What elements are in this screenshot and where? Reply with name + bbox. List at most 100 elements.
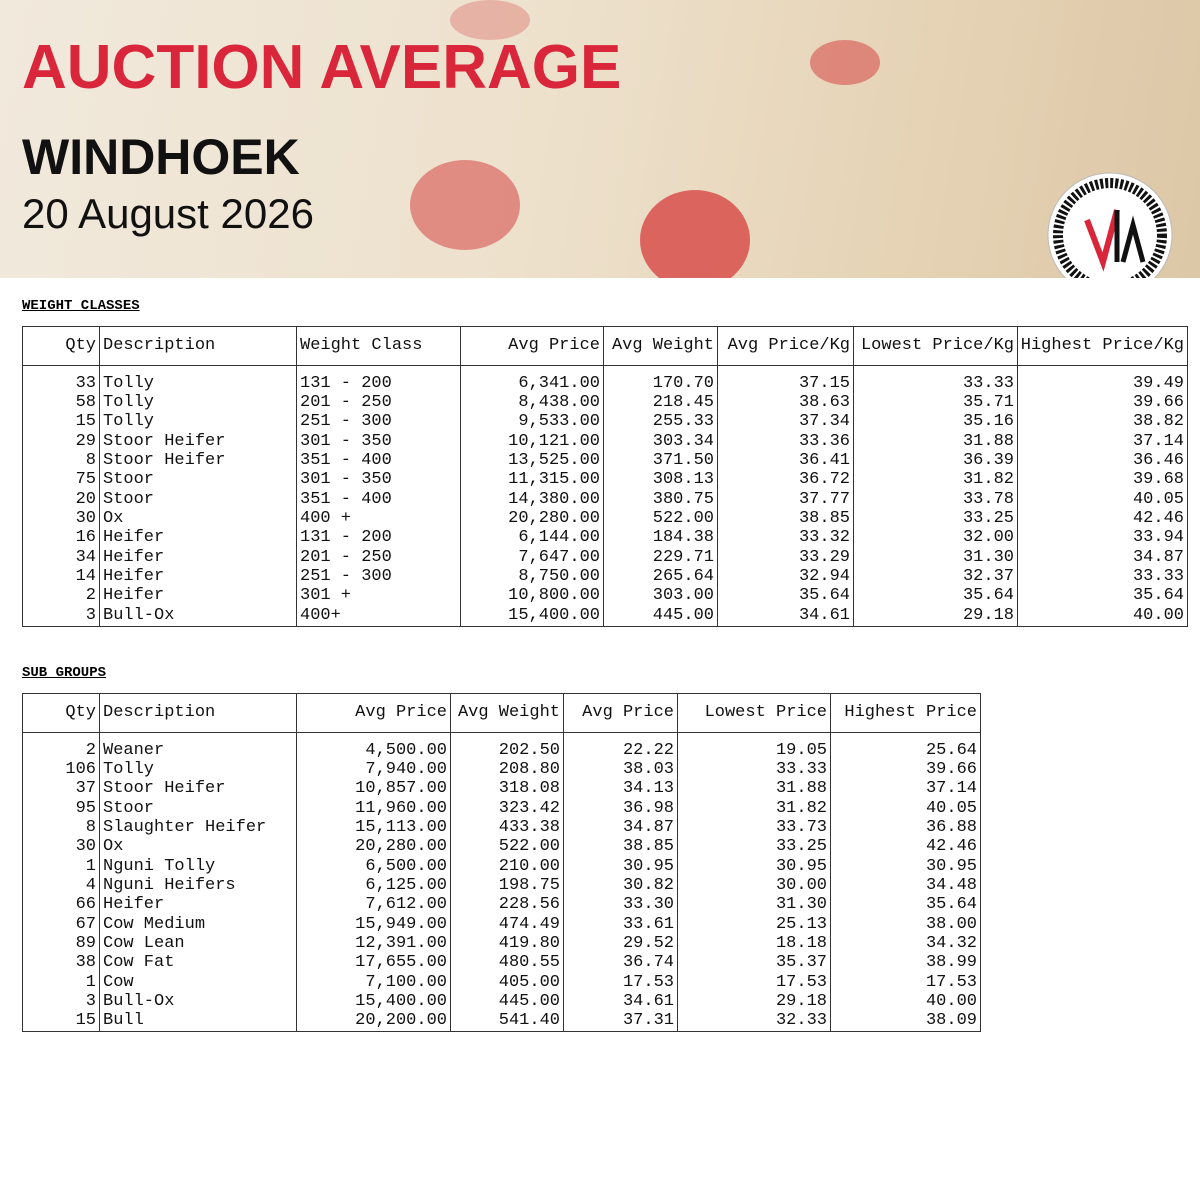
table-cell: 33.25 bbox=[775, 837, 827, 857]
table-cell: 2 bbox=[85, 586, 96, 606]
table-cell: 15,400.00 bbox=[355, 992, 447, 1012]
table-cell: 131 - 200 bbox=[300, 373, 392, 393]
table-cell: Weaner bbox=[103, 740, 165, 760]
table-cell: 20,200.00 bbox=[355, 1011, 447, 1031]
table-cell: 37.14 bbox=[925, 779, 977, 799]
table-cell: Stoor bbox=[103, 489, 155, 509]
table-cell: 6,144.00 bbox=[518, 528, 600, 548]
column-rule bbox=[603, 326, 604, 627]
table-cell: 36.98 bbox=[622, 798, 674, 818]
table-cell: 37.77 bbox=[798, 489, 850, 509]
table-cell: 33.94 bbox=[1132, 528, 1184, 548]
table-cell: 67 bbox=[75, 914, 96, 934]
table-cell: 35.37 bbox=[775, 953, 827, 973]
table-cell: Heifer bbox=[103, 586, 165, 606]
column-rule bbox=[677, 693, 678, 1032]
table-cell: 17.53 bbox=[622, 972, 674, 992]
column-rule bbox=[563, 693, 564, 1032]
table-cell: 38.85 bbox=[622, 837, 674, 857]
table-cell: 3 bbox=[85, 992, 96, 1012]
table-cell: 39.49 bbox=[1132, 373, 1184, 393]
table-cell: Heifer bbox=[103, 547, 165, 567]
table-cell: 95 bbox=[75, 798, 96, 818]
table-cell: 229.71 bbox=[652, 547, 714, 567]
column-header: Weight Class bbox=[300, 336, 423, 355]
table-cell: 38.09 bbox=[925, 1011, 977, 1031]
table-cell: 7,612.00 bbox=[365, 895, 447, 915]
table-cell: 1 bbox=[85, 972, 96, 992]
table-cell: 9,533.00 bbox=[518, 412, 600, 432]
table-cell: 4,500.00 bbox=[365, 740, 447, 760]
table-cell: 36.39 bbox=[962, 450, 1014, 470]
table-cell: 25.64 bbox=[925, 740, 977, 760]
table-cell: 474.49 bbox=[498, 914, 560, 934]
column-header: Qty bbox=[65, 336, 96, 355]
table-cell: 15,113.00 bbox=[355, 817, 447, 837]
table-cell: 20 bbox=[75, 489, 96, 509]
table-cell: 301 + bbox=[300, 586, 352, 606]
banner: AUCTION AVERAGE WINDHOEK 20 August 2026 bbox=[0, 0, 1200, 278]
table-cell: 37.15 bbox=[798, 373, 850, 393]
table-cell: 35.64 bbox=[925, 895, 977, 915]
table-cell: 10,800.00 bbox=[508, 586, 600, 606]
table-cell: 30 bbox=[75, 837, 96, 857]
table-cell: 32.37 bbox=[962, 567, 1014, 586]
table-cell: 3 bbox=[85, 605, 96, 625]
table-cell: 25.13 bbox=[775, 914, 827, 934]
table-cell: Cow Fat bbox=[103, 953, 175, 973]
table-cell: 38.85 bbox=[798, 508, 850, 528]
table-cell: 6,125.00 bbox=[365, 875, 447, 895]
table-cell: 131 - 200 bbox=[300, 528, 392, 548]
table-cell: 33.33 bbox=[1132, 567, 1184, 586]
table-cell: Heifer bbox=[103, 567, 165, 586]
table-cell: 445.00 bbox=[652, 605, 714, 625]
table-cell: 33.25 bbox=[962, 508, 1014, 528]
table-cell: 303.34 bbox=[652, 431, 714, 451]
table-cell: 265.64 bbox=[652, 567, 714, 586]
table-cell: 42.46 bbox=[1132, 508, 1184, 528]
table-cell: 6,500.00 bbox=[365, 856, 447, 876]
table-cell: 37.34 bbox=[798, 412, 850, 432]
location: WINDHOEK bbox=[22, 129, 300, 185]
table-cell: 301 - 350 bbox=[300, 431, 392, 451]
table-cell: 400 + bbox=[300, 508, 352, 528]
table-cell: 29.52 bbox=[622, 934, 674, 953]
table-cell: 31.82 bbox=[775, 798, 827, 818]
table-cell: 11,960.00 bbox=[355, 798, 447, 818]
table-cell: 12,391.00 bbox=[355, 934, 447, 953]
table-cell: 33.73 bbox=[775, 817, 827, 837]
table-cell: 17.53 bbox=[925, 972, 977, 992]
table-cell: 208.80 bbox=[498, 759, 560, 779]
column-header: Description bbox=[103, 336, 216, 355]
table-cell: 13,525.00 bbox=[508, 450, 600, 470]
table-cell: 39.66 bbox=[925, 759, 977, 779]
column-rule bbox=[460, 326, 461, 627]
table-cell: 37.31 bbox=[622, 1011, 674, 1031]
column-rule bbox=[99, 326, 100, 627]
table-cell: 30.82 bbox=[622, 875, 674, 895]
table-cell: 34.32 bbox=[925, 934, 977, 953]
table-cell: 20,280.00 bbox=[355, 837, 447, 857]
table-cell: 35.64 bbox=[962, 586, 1014, 606]
decoration bbox=[450, 0, 530, 40]
table-cell: 18.18 bbox=[775, 934, 827, 953]
column-header: Avg Price bbox=[508, 336, 600, 355]
table-cell: 33.36 bbox=[798, 431, 850, 451]
column-header: Lowest Price/Kg bbox=[860, 336, 1014, 355]
table-cell: 10,121.00 bbox=[508, 431, 600, 451]
table-cell: 303.00 bbox=[652, 586, 714, 606]
table-cell: 30 bbox=[75, 508, 96, 528]
column-rule bbox=[1017, 326, 1018, 627]
table-cell: 36.88 bbox=[925, 817, 977, 837]
table-cell: 40.05 bbox=[1132, 489, 1184, 509]
table-cell: Cow Medium bbox=[103, 914, 206, 934]
table-cell: 30.95 bbox=[622, 856, 674, 876]
table-cell: 40.00 bbox=[925, 992, 977, 1012]
table-cell: Tolly bbox=[103, 392, 155, 412]
table-cell: 17.53 bbox=[775, 972, 827, 992]
table-cell: Slaughter Heifer bbox=[103, 817, 267, 837]
table-cell: 38.99 bbox=[925, 953, 977, 973]
table-cell: 14 bbox=[75, 567, 96, 586]
table-cell: 202.50 bbox=[498, 740, 560, 760]
table-cell: 323.42 bbox=[498, 798, 560, 818]
